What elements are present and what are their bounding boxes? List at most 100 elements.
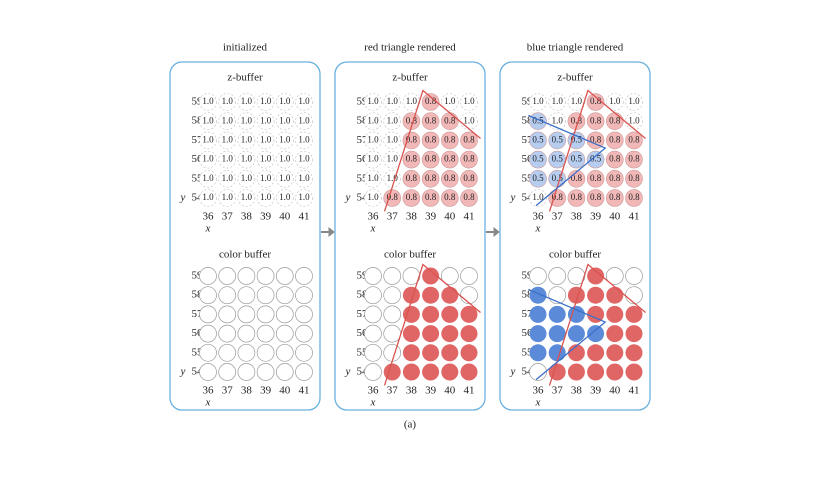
z-value: 1.0 [260, 134, 272, 144]
z-value: 0.8 [425, 115, 437, 125]
z-cell [383, 131, 402, 150]
z-value: 0.8 [406, 154, 418, 164]
z-value: 0.8 [571, 115, 583, 125]
z-cell [295, 112, 313, 130]
z-value: 1.0 [387, 134, 399, 144]
color-cell [529, 267, 547, 285]
z-value: 0.8 [387, 192, 399, 202]
z-cell [567, 131, 586, 150]
z-value: 0.8 [628, 192, 640, 202]
color-cell [402, 363, 420, 381]
z-value: 1.0 [222, 134, 234, 144]
z-value: 0.8 [425, 154, 437, 164]
color-cell [440, 267, 459, 285]
color-cell [364, 363, 382, 381]
z-cell [237, 131, 256, 150]
z-cell [440, 150, 459, 169]
color-cell [606, 363, 624, 381]
z-value: 1.0 [202, 173, 214, 183]
z-value: 1.0 [241, 96, 253, 106]
z-value: 0.8 [590, 115, 602, 125]
color-cell [275, 286, 294, 305]
color-cell [199, 267, 217, 285]
color-cell [625, 363, 643, 381]
y-axis-label: y [180, 192, 186, 204]
z-cell [218, 93, 236, 111]
col-label: 38 [406, 211, 418, 223]
col-label: 37 [222, 211, 234, 223]
arrow-head [328, 226, 335, 238]
z-cell [567, 150, 586, 169]
col-label: 36 [533, 385, 545, 397]
z-value: 1.0 [260, 115, 272, 125]
y-axis-label: y [345, 192, 351, 204]
z-cell [218, 112, 236, 130]
col-label: 40 [609, 385, 621, 397]
col-label: 39 [260, 211, 272, 223]
z-cell [567, 189, 586, 207]
z-cell [440, 189, 459, 207]
row-label: 58 [522, 115, 534, 127]
color-cell [237, 305, 256, 324]
col-label: 36 [368, 211, 380, 223]
row-label: 57 [192, 308, 204, 320]
color-cell [587, 286, 605, 304]
z-cell [421, 150, 440, 169]
z-cell [364, 93, 382, 111]
triangle-edge [528, 114, 607, 207]
z-cell [529, 150, 547, 169]
z-value: 0.8 [425, 192, 437, 202]
color-cell [567, 286, 585, 304]
color-buffer: color buffer 59 58 57 56 55 54 y 36 37 38 39 40 41 x [510, 249, 646, 409]
z-buffer: z-buffer 59 58 57 56 55 54 y 36 37 38 39 40 41 x 1.0 1.0… [345, 72, 481, 235]
z-value: 0.5 [590, 154, 602, 164]
panel-title: red triangle rendered [364, 42, 456, 54]
z-cell [275, 170, 294, 188]
color-cell [422, 325, 440, 343]
z-value: 0.8 [425, 173, 437, 183]
row-label: 57 [357, 134, 369, 146]
col-label: 38 [571, 385, 583, 397]
color-cell [567, 344, 585, 362]
z-cell [402, 112, 421, 130]
color-cell [364, 286, 382, 305]
color-cell [256, 305, 275, 324]
z-cell [295, 150, 313, 169]
row-label: 59 [522, 96, 534, 108]
z-cell [275, 93, 294, 111]
z-value: 1.0 [241, 173, 253, 183]
panel-frame [499, 61, 651, 411]
color-cell [364, 267, 382, 285]
z-cell [295, 131, 313, 150]
z-value: 0.8 [609, 192, 621, 202]
color-cell [218, 267, 237, 285]
z-value: 0.8 [444, 173, 456, 183]
col-label: 41 [299, 211, 310, 223]
z-cell [237, 112, 256, 130]
z-cell [605, 150, 624, 169]
z-value: 1.0 [628, 115, 640, 125]
triangle-edge [548, 263, 646, 386]
col-label: 40 [279, 211, 291, 223]
z-value: 1.0 [222, 154, 234, 164]
z-value: 1.0 [406, 96, 418, 106]
color-cell [625, 267, 643, 285]
z-cell [275, 150, 294, 169]
row-label: 54 [522, 366, 534, 378]
z-value: 1.0 [628, 96, 640, 106]
color-buffer: color buffer 59 58 57 56 55 54 y 36 37 38 39 40 41 x [345, 249, 481, 409]
buffer-label: z-buffer [392, 72, 428, 84]
z-cell [625, 189, 643, 207]
z-value: 1.0 [260, 192, 272, 202]
z-value: 1.0 [298, 192, 310, 202]
color-cell [275, 324, 294, 343]
color-cell [402, 305, 420, 323]
z-value: 0.8 [628, 154, 640, 164]
z-cell [402, 150, 421, 169]
z-cell [421, 170, 440, 188]
row-label: 54 [357, 366, 369, 378]
z-value: 1.0 [298, 154, 310, 164]
color-cell [460, 286, 478, 305]
col-label: 37 [387, 211, 399, 223]
